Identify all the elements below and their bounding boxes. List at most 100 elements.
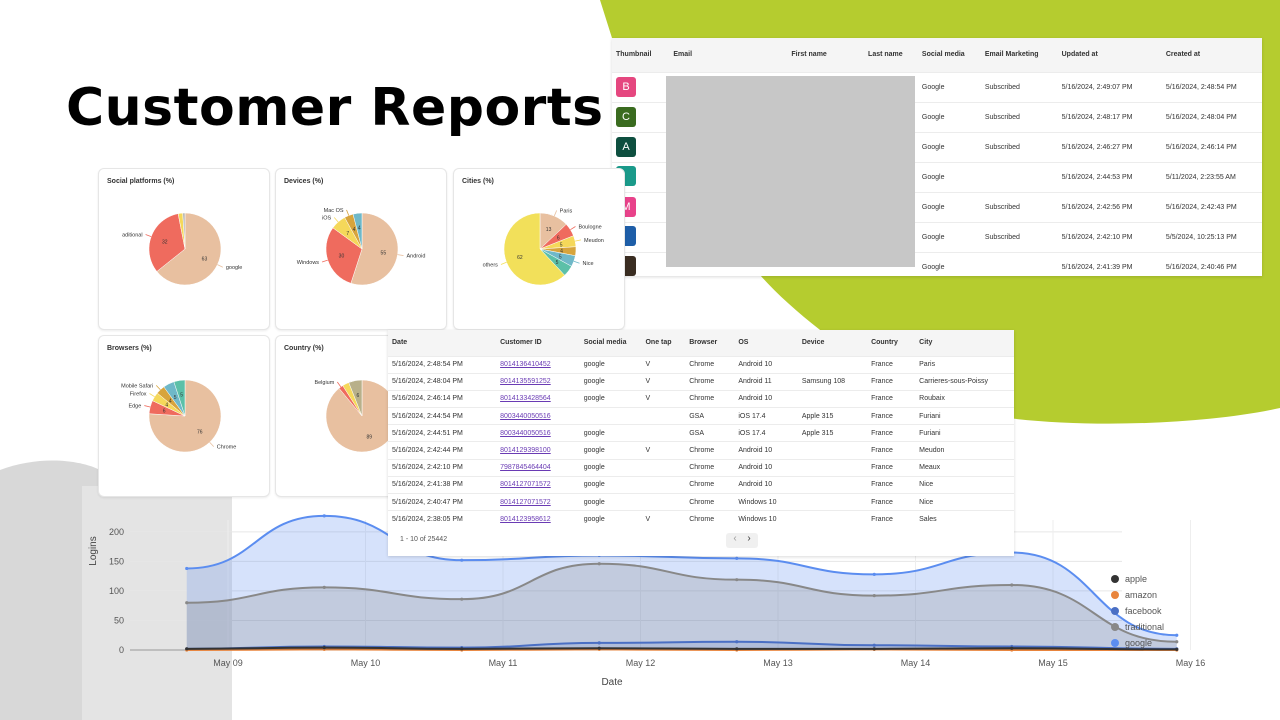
data-point[interactable]: [185, 647, 189, 651]
x-tick-label: May 12: [626, 658, 656, 668]
pie-slice-label: aditional: [122, 232, 142, 238]
table-row[interactable]: 5/16/2024, 2:41:38 PM 8014127071572 google…: [388, 475, 1014, 494]
data-point[interactable]: [460, 597, 464, 601]
column-header[interactable]: City: [915, 330, 1014, 356]
customer-id-link[interactable]: 8014135591252: [500, 378, 551, 386]
data-point[interactable]: [1175, 647, 1179, 652]
data-point[interactable]: [1010, 646, 1014, 650]
table-row[interactable]: 5/16/2024, 2:44:54 PM 8003440050516 GSA iOS…: [388, 407, 1014, 425]
column-header[interactable]: Created at: [1161, 38, 1262, 72]
next-page-icon[interactable]: ›: [747, 533, 751, 544]
legend-label[interactable]: amazon: [1125, 590, 1157, 600]
data-point[interactable]: [872, 594, 876, 598]
table-row[interactable]: 5/16/2024, 2:38:05 PM 8014123958612 google…: [388, 510, 1014, 528]
legend-label[interactable]: apple: [1125, 574, 1147, 584]
data-point[interactable]: [322, 585, 326, 589]
table-cell: France: [871, 464, 893, 472]
table-cell: Chrome: [689, 395, 715, 403]
data-point[interactable]: [735, 647, 739, 651]
cell-marketing: Subscribed: [984, 113, 1020, 121]
customer-id-link[interactable]: 8014127071572: [500, 481, 551, 489]
data-point[interactable]: [460, 647, 464, 651]
series-area-traditional: [186, 563, 1177, 650]
legend-label[interactable]: facebook: [1125, 606, 1162, 616]
data-point[interactable]: [597, 562, 601, 566]
column-header[interactable]: First name: [787, 38, 865, 72]
column-header[interactable]: Last name: [864, 38, 918, 72]
pie-slice[interactable]: [348, 379, 363, 417]
table-cell: Windows 10: [738, 498, 777, 506]
cell-created: 5/16/2024, 2:40:46 PM: [1165, 263, 1237, 271]
data-point[interactable]: [872, 643, 876, 647]
data-point[interactable]: [322, 514, 326, 518]
data-point[interactable]: [1010, 583, 1014, 587]
pie-slice[interactable]: [352, 212, 363, 250]
data-point[interactable]: [597, 641, 601, 645]
table-cell: Carrieres-sous-Poissy: [919, 378, 988, 386]
customer-id-link[interactable]: 8014129398100: [500, 447, 551, 455]
pie-title: Devices (%): [284, 178, 324, 185]
table-row[interactable]: 5/16/2024, 2:44:51 PM 8003440050516 google…: [388, 424, 1014, 442]
data-point[interactable]: [185, 566, 189, 571]
column-header[interactable]: Updated at: [1057, 38, 1162, 72]
pie-slice[interactable]: [325, 227, 363, 284]
column-header[interactable]: One tap: [641, 330, 686, 356]
table-cell: V: [645, 516, 651, 524]
table-row[interactable]: 5/16/2024, 2:48:54 PM 8014136410452 google…: [388, 355, 1014, 374]
series-line-facebook[interactable]: [186, 640, 1177, 650]
prev-page-icon[interactable]: ‹: [733, 533, 737, 544]
column-header[interactable]: Social media: [579, 330, 642, 356]
customer-id-link[interactable]: 8003440050516: [500, 412, 551, 420]
y-axis-label: Logins: [88, 536, 99, 565]
table-row[interactable]: 5/16/2024, 2:46:14 PM 8014133428564 google…: [388, 389, 1014, 408]
table-cell: 5/16/2024, 2:46:14 PM: [392, 395, 463, 403]
customer-id-link[interactable]: 8003440050516: [500, 429, 551, 437]
pie-slice[interactable]: [173, 379, 186, 417]
cell-social: Google: [921, 83, 945, 91]
legend-label[interactable]: traditional: [1125, 622, 1164, 632]
data-point[interactable]: [1175, 640, 1179, 644]
data-point[interactable]: [735, 556, 739, 561]
column-header[interactable]: OS: [734, 330, 798, 356]
column-header[interactable]: Email Marketing: [980, 38, 1058, 72]
data-point[interactable]: [1175, 633, 1179, 637]
data-point[interactable]: [597, 646, 601, 650]
customer-id-link[interactable]: 8014133428564: [500, 395, 551, 403]
data-point[interactable]: [872, 647, 876, 651]
pie-slice[interactable]: [350, 212, 399, 286]
pie-slice[interactable]: [156, 212, 222, 286]
customer-id-link[interactable]: 8014123958612: [500, 516, 551, 524]
customer-id-link[interactable]: 7987845464404: [500, 464, 551, 472]
customer-id-link[interactable]: 8014136410452: [500, 361, 551, 369]
pie-value-label: 89: [367, 434, 373, 440]
data-point[interactable]: [322, 646, 326, 650]
column-header[interactable]: Date: [388, 330, 497, 356]
table-row[interactable]: 5/16/2024, 2:42:44 PM 8014129398100 google…: [388, 441, 1014, 460]
legend-label[interactable]: google: [1125, 638, 1152, 648]
column-header[interactable]: Email: [669, 38, 788, 72]
pie-card: Devices (%) 55 Android 30 Windows 7 iOS 4 Mac OS…: [275, 168, 447, 330]
column-header[interactable]: Thumbnail: [612, 38, 670, 72]
column-header[interactable]: Device: [797, 330, 868, 356]
table-cell: 5/16/2024, 2:44:54 PM: [392, 412, 463, 420]
column-header[interactable]: Browser: [685, 330, 735, 356]
customer-id-link[interactable]: 8014127071572: [500, 498, 551, 506]
data-point[interactable]: [735, 640, 739, 644]
column-header[interactable]: Customer ID: [496, 330, 580, 356]
data-point[interactable]: [872, 572, 876, 576]
pie-slice[interactable]: [503, 212, 565, 286]
table-row[interactable]: 5/16/2024, 2:40:47 PM 8014127071572 google…: [388, 492, 1014, 511]
column-header[interactable]: Country: [867, 330, 916, 356]
series-line-amazon[interactable]: [186, 648, 1177, 652]
table-row[interactable]: 5/16/2024, 2:48:04 PM 8014135591252 google…: [388, 372, 1014, 391]
x-tick-label: May 14: [901, 658, 931, 668]
pie-slice[interactable]: [182, 212, 186, 250]
cell-social: Google: [921, 263, 945, 271]
data-point[interactable]: [185, 601, 189, 605]
data-point[interactable]: [460, 558, 464, 562]
pie-slice[interactable]: [148, 213, 186, 272]
column-header[interactable]: Social media: [917, 38, 981, 72]
series-line-apple[interactable]: [186, 646, 1177, 651]
data-point[interactable]: [735, 578, 739, 582]
table-row[interactable]: 5/16/2024, 2:42:10 PM 7987845464404 google…: [388, 458, 1014, 477]
